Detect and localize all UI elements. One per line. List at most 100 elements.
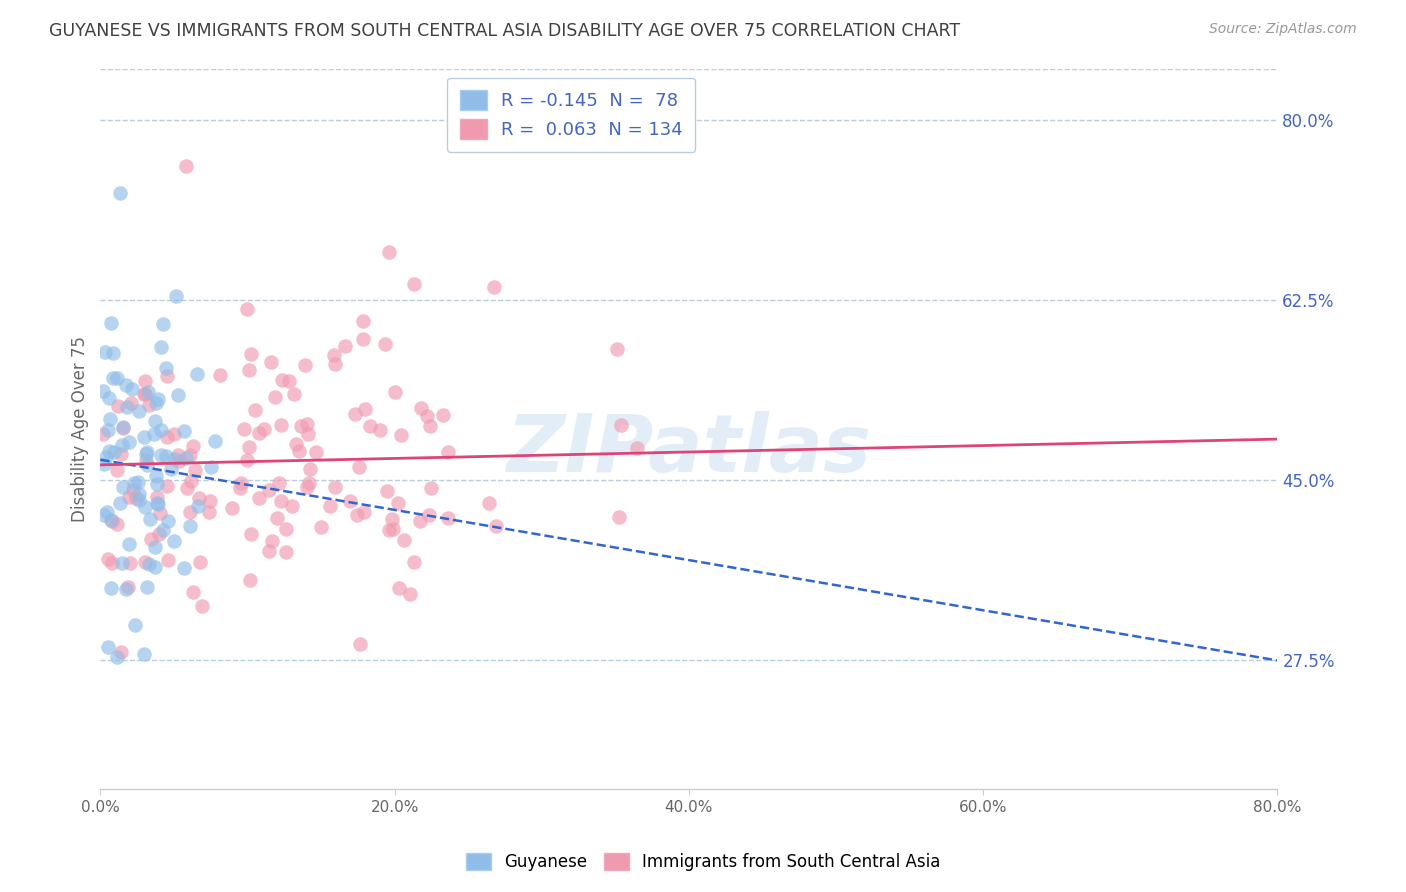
Point — [235, 453, 257, 467]
Point — [297, 426, 319, 441]
Point — [138, 512, 160, 526]
Point — [257, 483, 280, 498]
Point — [105, 463, 128, 477]
Point — [186, 367, 208, 381]
Point — [111, 556, 134, 570]
Point — [100, 411, 122, 425]
Point — [359, 419, 381, 434]
Point — [387, 496, 409, 510]
Point — [180, 474, 202, 488]
Point — [311, 520, 333, 534]
Point — [165, 289, 187, 303]
Point — [94, 450, 117, 464]
Point — [240, 527, 263, 541]
Point — [236, 302, 259, 317]
Point — [274, 522, 297, 536]
Point — [134, 500, 156, 514]
Point — [138, 398, 160, 412]
Point — [156, 478, 179, 492]
Point — [607, 510, 630, 524]
Point — [204, 434, 226, 449]
Point — [349, 636, 371, 650]
Point — [91, 427, 114, 442]
Point — [122, 475, 145, 490]
Point — [352, 313, 374, 327]
Point — [118, 490, 141, 504]
Point — [352, 332, 374, 346]
Point — [270, 417, 292, 432]
Point — [150, 340, 173, 354]
Point — [143, 414, 166, 428]
Point — [249, 425, 271, 440]
Point — [409, 515, 432, 529]
Point — [136, 384, 159, 399]
Point — [382, 522, 405, 536]
Point — [149, 423, 172, 437]
Point — [150, 448, 173, 462]
Point — [163, 533, 186, 548]
Point — [402, 555, 425, 569]
Point — [135, 452, 157, 467]
Point — [266, 511, 288, 525]
Point — [105, 371, 128, 385]
Point — [349, 459, 371, 474]
Point — [128, 487, 150, 501]
Legend: R = -0.145  N =  78, R =  0.063  N = 134: R = -0.145 N = 78, R = 0.063 N = 134 — [447, 78, 696, 152]
Point — [270, 493, 292, 508]
Point — [111, 421, 134, 435]
Text: ZIPatlas: ZIPatlas — [506, 411, 872, 490]
Point — [148, 527, 170, 541]
Point — [134, 386, 156, 401]
Point — [368, 423, 391, 437]
Point — [411, 401, 433, 415]
Point — [105, 517, 128, 532]
Point — [398, 587, 420, 601]
Point — [375, 484, 398, 499]
Point — [188, 555, 211, 569]
Point — [97, 640, 120, 654]
Point — [305, 444, 328, 458]
Point — [278, 374, 301, 388]
Point — [128, 492, 150, 507]
Point — [163, 427, 186, 442]
Point — [110, 447, 132, 461]
Point — [108, 186, 131, 201]
Point — [281, 500, 304, 514]
Point — [389, 428, 412, 442]
Point — [117, 537, 139, 551]
Point — [118, 434, 141, 449]
Point — [152, 523, 174, 537]
Point — [136, 580, 159, 594]
Point — [288, 443, 311, 458]
Point — [127, 475, 149, 490]
Point — [198, 505, 221, 519]
Point — [232, 422, 254, 436]
Text: Source: ZipAtlas.com: Source: ZipAtlas.com — [1209, 22, 1357, 37]
Point — [124, 491, 146, 506]
Point — [93, 457, 115, 471]
Point — [103, 345, 125, 359]
Point — [156, 514, 179, 528]
Point — [402, 277, 425, 292]
Point — [247, 491, 270, 506]
Text: GUYANESE VS IMMIGRANTS FROM SOUTH CENTRAL ASIA DISABILITY AGE OVER 75 CORRELATIO: GUYANESE VS IMMIGRANTS FROM SOUTH CENTRA… — [49, 22, 960, 40]
Point — [134, 374, 156, 388]
Point — [231, 475, 253, 490]
Point — [260, 534, 283, 549]
Point — [156, 553, 179, 567]
Point — [392, 533, 415, 547]
Point — [122, 483, 145, 498]
Point — [121, 382, 143, 396]
Point — [94, 344, 117, 359]
Point — [101, 371, 124, 385]
Point — [115, 378, 138, 392]
Point — [155, 361, 177, 376]
Point — [343, 407, 366, 421]
Point — [96, 505, 118, 519]
Point — [378, 523, 401, 537]
Point — [181, 584, 204, 599]
Point — [298, 462, 321, 476]
Point — [132, 386, 155, 401]
Point — [156, 369, 179, 384]
Y-axis label: Disability Age Over 75: Disability Age Over 75 — [72, 335, 89, 522]
